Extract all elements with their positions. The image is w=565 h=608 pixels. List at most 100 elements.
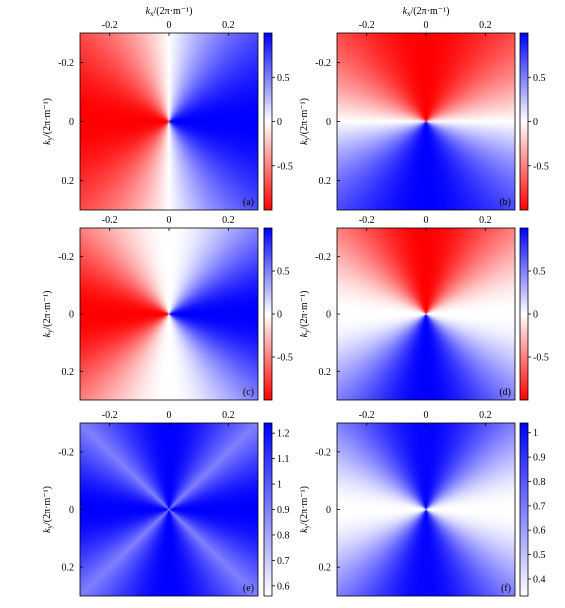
colorbar [519,422,529,597]
heatmap-image-2 [80,228,258,400]
x-tick-label: 0 [167,410,172,421]
heatmap-image-0 [80,33,258,210]
colorbar-tick-label: 0.5 [533,267,546,278]
x-tick-label: 0.2 [222,20,235,31]
y-axis-label-unit: /(2π·m⁻¹) [299,98,310,137]
colorbar-tick-label: 1.2 [277,429,290,440]
y-axis-label-sub: y [303,329,311,333]
y-axis-label-base: k [42,528,53,533]
x-tick-label: 0 [424,410,429,421]
x-tick-label: 0.2 [479,215,492,226]
x-axis-label-base: k [146,6,151,17]
y-axis-label-base: k [42,140,53,145]
y-axis-label-sub: y [303,524,311,528]
y-tick-label: 0 [326,505,331,516]
y-tick-label: -0.2 [58,447,74,458]
y-axis-label-unit: /(2π·m⁻¹) [42,98,53,137]
panel-tag: (d) [499,387,511,398]
y-axis-label-base: k [299,140,310,145]
y-tick-label: 0.2 [62,563,75,574]
panel-tag: (f) [501,583,511,594]
x-axis-label-unit: /(2π·m⁻¹) [154,6,193,17]
y-tick-label: 0.2 [319,367,332,378]
y-axis-label-unit: /(2π·m⁻¹) [42,291,53,330]
colorbar-tick-label: 0.6 [533,526,546,537]
y-tick-label: 0.2 [62,176,75,187]
y-tick-label: 0 [69,117,74,128]
panel-d: -0.2 0 0.2 -0.2 0 0.2 ky/(2π·m⁻¹) (d) 0.5 0 -0.5 [299,215,549,401]
panel-e: -0.2 0 0.2 -0.2 0 0.2 ky/(2π·m⁻¹) (e) 1.2 1.1 1 0.9… [42,410,290,597]
y-axis-label: ky/(2π·m⁻¹) [42,291,54,338]
y-tick-label: 0 [69,310,74,321]
panel-a: -0.2 0 0.2-0.200.2kx/(2π·m⁻¹)ky/(2π·m⁻¹)(a… [42,6,293,211]
colorbar-tick-label: 0 [277,117,282,128]
colorbar-tick-label: 0 [533,117,538,128]
colorbar-tick-label: 0.5 [277,267,290,278]
y-axis-label-unit: /(2π·m⁻¹) [299,486,310,525]
x-tick-label: 0.2 [222,215,235,226]
y-axis-label-base: k [299,528,310,533]
x-tick-label: -0.2 [102,410,118,421]
colorbar-tick-label: 0 [533,310,538,321]
panel-tag: (e) [243,583,254,594]
colorbar-tick-label: 0.6 [277,581,290,592]
y-axis-label-sub: y [46,329,54,333]
colorbar-tick-label: 1.1 [277,454,290,465]
x-tick-label: -0.2 [102,20,118,31]
x-tick-label: 0.2 [479,410,492,421]
x-tick-label: 0 [424,20,429,31]
y-axis-label-unit: /(2π·m⁻¹) [42,486,53,525]
colorbar [519,227,529,401]
x-axis-label-sub: x [407,10,411,18]
colorbar-tick-label: 0.7 [533,501,546,512]
y-axis-label-base: k [299,332,310,337]
colorbar-tick-label: 0.4 [533,574,546,585]
colorbar [263,422,273,597]
y-axis-label: ky/(2π·m⁻¹) [299,291,311,338]
y-tick-label: -0.2 [315,252,331,263]
x-axis-label-sub: x [150,10,154,18]
y-tick-label: -0.2 [315,447,331,458]
y-tick-label: 0 [326,310,331,321]
heatmap-image-4 [80,423,258,596]
x-tick-label: 0.2 [479,20,492,31]
x-axis-label: kx/(2π·m⁻¹) [403,6,450,18]
colorbar-tick-label: 0.5 [277,73,290,84]
y-axis-label: ky/(2π·m⁻¹) [42,98,54,145]
y-tick-label: -0.2 [58,252,74,263]
x-tick-label: -0.2 [102,215,118,226]
y-tick-label: 0.2 [319,176,332,187]
panel-tag: (b) [499,197,511,208]
y-axis-label: ky/(2π·m⁻¹) [299,98,311,145]
panel-f: -0.2 0 0.2 -0.2 0 0.2 ky/(2π·m⁻¹) (f) 1 0.9 0.8 0.7… [299,410,546,597]
x-tick-label: 0 [167,20,172,31]
colorbar [519,32,529,211]
panel-tag: (a) [243,197,254,208]
y-axis-label: ky/(2π·m⁻¹) [42,486,54,533]
y-tick-label: 0.2 [319,563,332,574]
x-tick-label: 0 [167,215,172,226]
x-tick-label: -0.2 [359,410,375,421]
colorbar-tick-label: -0.5 [533,161,549,172]
y-tick-label: 0 [69,505,74,516]
heatmap-image-1 [337,33,515,210]
y-axis-label-sub: y [46,524,54,528]
colorbar-tick-label: 0 [277,310,282,321]
colorbar-tick-label: -0.5 [277,161,293,172]
panel-b: -0.2 0 0.2-0.200.2kx/(2π·m⁻¹)ky/(2π·m⁻¹)(b… [299,6,549,211]
y-tick-label: -0.2 [58,58,74,69]
colorbar-tick-label: -0.5 [533,353,549,364]
colorbar-tick-label: 0.5 [533,550,546,561]
colorbar-tick-label: 0.9 [277,505,290,516]
x-axis-label-base: k [403,6,408,17]
y-axis-label-base: k [42,332,53,337]
y-axis-label-sub: y [46,136,54,140]
panel-c: -0.2 0 0.2 -0.2 0 0.2 ky/(2π·m⁻¹) (c) 0.5 0 -0.5 [42,215,293,401]
x-tick-label: -0.2 [359,215,375,226]
x-tick-label: -0.2 [359,20,375,31]
x-tick-label: 0 [424,215,429,226]
colorbar-tick-label: 0.8 [533,477,546,488]
y-axis-label-unit: /(2π·m⁻¹) [299,291,310,330]
